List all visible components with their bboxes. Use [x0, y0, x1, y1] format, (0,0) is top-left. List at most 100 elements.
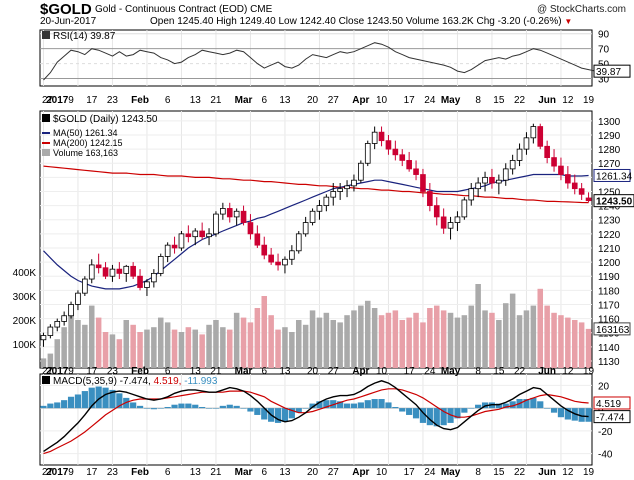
- volume-bar: [461, 315, 468, 368]
- macd-legend-hist: -11.993: [184, 376, 218, 387]
- macd-histogram-bar: [233, 405, 240, 409]
- volume-bar: [578, 322, 585, 368]
- volume-bar: [530, 305, 537, 368]
- macd-histogram-bar: [261, 408, 268, 420]
- volume-axis-label: 400K: [13, 268, 37, 279]
- macd-histogram-bar: [399, 408, 406, 412]
- macd-histogram-bar: [88, 387, 95, 409]
- macd-histogram-bar: [378, 399, 385, 409]
- macd-histogram-bar: [67, 396, 75, 409]
- x-axis-label: Jun: [538, 467, 556, 478]
- macd-histogram-bar: [350, 403, 358, 409]
- volume-bar: [489, 312, 495, 368]
- candle-body: [185, 233, 192, 238]
- x-axis-label: 13: [190, 467, 202, 478]
- x-axis-label: 15: [493, 467, 505, 478]
- volume-bar: [226, 329, 233, 368]
- open-value: 1245.40: [177, 16, 214, 27]
- macd-histogram-bar: [116, 393, 123, 409]
- close-value: 1243.50: [366, 16, 404, 27]
- candle-body: [282, 258, 288, 266]
- volume-bar: [302, 324, 309, 368]
- candle-body: [427, 191, 433, 207]
- candle-body: [109, 268, 116, 277]
- volume-bar: [482, 310, 488, 368]
- volume-bar: [54, 339, 61, 368]
- x-axis-label: 22: [514, 366, 526, 377]
- candle-body: [289, 250, 295, 260]
- volume-label: Volume: [405, 16, 440, 27]
- volume-bar: [399, 320, 406, 368]
- candle-body: [144, 281, 150, 288]
- volume-bar: [206, 324, 212, 368]
- candle-body: [88, 264, 95, 280]
- x-axis-label: 24: [424, 366, 436, 377]
- candle-body: [137, 275, 143, 288]
- x-axis-label: 22: [514, 467, 526, 478]
- x-axis-label: 27: [42, 366, 54, 377]
- x-axis-label: 10: [376, 95, 388, 106]
- low-label: Low: [278, 16, 297, 27]
- macd-histogram-bar: [357, 402, 364, 409]
- chg-value: -3.20 (-0.26%): [497, 16, 562, 27]
- volume-bar: [109, 334, 116, 368]
- candle-body: [447, 222, 454, 229]
- x-axis-label: May: [441, 467, 461, 478]
- rsi-legend-swatch: [42, 31, 50, 39]
- open-label: Open: [150, 16, 175, 27]
- volume-bar: [323, 312, 330, 368]
- rsi-axis-label: 90: [598, 30, 610, 41]
- macd-histogram-bar: [302, 408, 309, 409]
- symbol-description: Gold - Continuous Contract (EOD) CME: [95, 4, 272, 15]
- candle-body: [61, 315, 67, 322]
- ma200-line: [43, 165, 589, 204]
- macd-histogram-bar: [578, 408, 585, 422]
- x-axis-label: 27: [328, 366, 340, 377]
- volume-bar: [61, 327, 67, 368]
- ma200-legend: MA(200) 1242.15: [53, 138, 123, 148]
- volume-bar: [185, 327, 192, 368]
- volume-bar: [213, 320, 219, 368]
- x-axis-label: 8: [475, 467, 481, 478]
- chg-label: Chg: [476, 16, 495, 27]
- macd-line: [43, 380, 589, 452]
- x-axis-label: 27: [328, 95, 340, 106]
- macd-histogram-bar: [171, 404, 178, 409]
- candle-body: [509, 160, 516, 170]
- macd-axis-label: 20: [598, 381, 610, 392]
- candle-body: [413, 168, 419, 175]
- macd-histogram-bar: [585, 408, 592, 422]
- rsi-value-tag: 39.87: [596, 67, 621, 78]
- volume-bar: [385, 312, 392, 368]
- macd-histogram-bar: [454, 408, 461, 419]
- exchange-text: CME: [250, 4, 273, 15]
- x-axis-label: 20: [307, 366, 319, 377]
- x-axis-label: 9: [68, 366, 74, 377]
- volume-value: 163.2K: [442, 16, 474, 27]
- candle-body: [268, 254, 274, 263]
- x-axis-label: 17: [404, 366, 416, 377]
- volume-bar: [268, 315, 274, 368]
- candle-body: [551, 157, 557, 167]
- macd-histogram-bar: [550, 408, 558, 413]
- candle-body: [192, 230, 199, 238]
- macd-histogram-bar: [164, 406, 171, 409]
- x-axis-label: 21: [210, 95, 222, 106]
- macd-histogram-bar: [240, 408, 247, 409]
- x-axis-label: 27: [42, 467, 54, 478]
- x-axis-label: 17: [404, 95, 416, 106]
- description-text: Gold - Continuous Contract (EOD): [95, 4, 248, 15]
- volume-bar: [523, 310, 530, 368]
- macd-histogram-bar: [323, 400, 330, 409]
- x-axis-label: 2017: [46, 366, 69, 377]
- macd-histogram-bar: [557, 408, 565, 418]
- macd-value-tag: -7.474: [596, 413, 625, 424]
- quote-date: 20-Jun-2017: [40, 16, 97, 27]
- volume-bar: [316, 317, 323, 368]
- volume-bar: [151, 327, 157, 368]
- volume-bar: [571, 320, 578, 368]
- rsi-axis-label: 30: [598, 75, 610, 86]
- volume-bar: [289, 332, 295, 368]
- price-legend-swatch: [42, 114, 50, 122]
- macd-histogram-bar: [426, 408, 433, 426]
